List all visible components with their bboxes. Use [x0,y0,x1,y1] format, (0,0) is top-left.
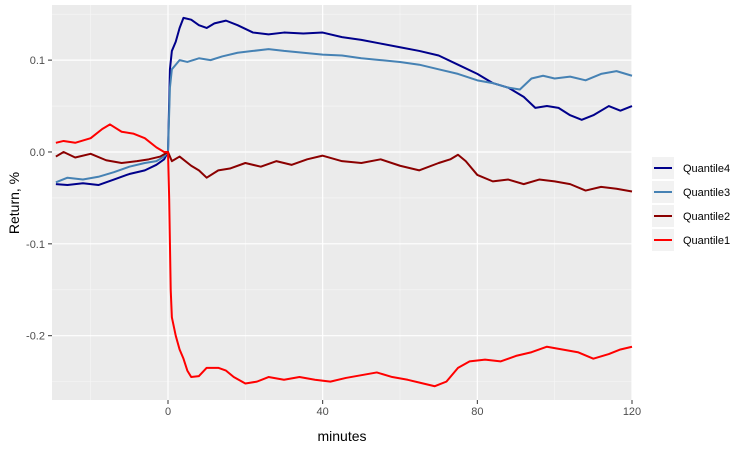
series-lines [55,16,633,388]
legend-label-quantile3: Quantile3 [683,187,730,199]
x-tick-label: 0 [165,406,171,418]
y-tick-label: 0.0 [30,147,45,159]
legend-label-quantile4: Quantile4 [683,163,730,175]
grid-major [52,5,633,400]
legend: Quantile4 Quantile3 Quantile2 Quantile1 [652,157,730,251]
y-axis-title: Return, % [6,172,22,234]
series-line-quantile2 [55,150,633,193]
y-tick-label: 0.1 [30,55,45,67]
grid-minor [52,5,632,400]
series-line-quantile4 [55,16,633,187]
series-line-quantile3 [55,48,633,184]
series-line-quantile1 [55,123,633,388]
y-tick-label: -0.1 [26,239,45,251]
legend-label-quantile1: Quantile1 [683,235,730,247]
axis-ticks [48,59,633,404]
x-tick-label: 40 [317,406,329,418]
panel-background [52,5,632,400]
tick-labels: 0 40 80 120 -0.2 -0.1 0.0 0.1 [26,55,641,418]
legend-label-quantile2: Quantile2 [683,211,730,223]
y-tick-label: -0.2 [26,331,45,343]
x-axis-title: minutes [317,428,366,444]
x-tick-label: 120 [623,406,641,418]
x-tick-label: 80 [471,406,483,418]
